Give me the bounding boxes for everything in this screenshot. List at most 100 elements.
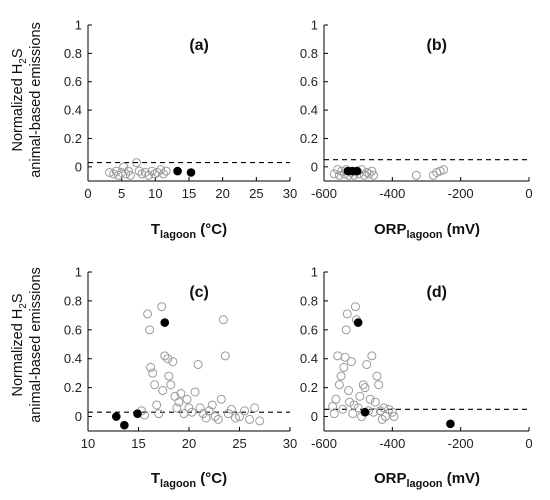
open-point: [218, 315, 228, 325]
open-point: [338, 404, 348, 414]
y-tick-label: 1: [311, 18, 318, 33]
open-point: [123, 166, 133, 176]
x-tick-label: 30: [283, 186, 297, 201]
open-point: [339, 362, 349, 372]
filled-point: [352, 166, 362, 176]
open-point: [411, 170, 421, 180]
open-point: [367, 351, 377, 361]
open-point: [365, 394, 375, 404]
open-point: [336, 371, 346, 381]
open-point: [207, 400, 217, 410]
open-point: [204, 406, 214, 416]
open-point: [346, 357, 356, 367]
y-axis-title-line1: Normalized H2S: [10, 293, 29, 396]
open-point: [255, 416, 265, 426]
open-point: [360, 383, 370, 393]
open-point: [334, 170, 344, 180]
panel-letter: (b): [427, 37, 447, 54]
y-tick-label: 1: [75, 265, 82, 280]
y-tick-label: 0.8: [64, 46, 82, 61]
y-axis-label-top: Normalized H2S animal-based emissions: [10, 22, 44, 178]
open-point: [333, 165, 343, 175]
open-point: [150, 380, 160, 390]
y-tick-label: 1: [75, 18, 82, 33]
open-point: [158, 169, 168, 179]
open-point: [358, 380, 368, 390]
open-point: [154, 409, 164, 419]
open-point: [134, 166, 144, 176]
open-point: [125, 170, 135, 180]
filled-point: [186, 168, 196, 177]
x-tick-label: 0: [84, 186, 91, 201]
open-point: [250, 403, 260, 413]
y-tick-label: 0: [75, 409, 82, 424]
open-point: [187, 407, 197, 417]
open-point: [174, 397, 184, 407]
y-axis-title-line1: Normalized H2S: [10, 48, 29, 151]
open-point: [145, 325, 155, 335]
y-tick-label: 0.2: [300, 131, 318, 146]
open-point: [161, 166, 171, 176]
x-tick-label: 5: [118, 186, 125, 201]
x-tick-label: 25: [249, 186, 263, 201]
open-point: [140, 167, 150, 177]
filled-point: [360, 407, 370, 417]
open-point: [176, 388, 186, 398]
open-point: [131, 158, 141, 168]
open-point: [374, 380, 384, 390]
open-point: [341, 325, 351, 335]
x-tick-label: 30: [283, 436, 297, 451]
open-point: [226, 404, 236, 414]
open-point: [350, 302, 360, 312]
open-point: [193, 360, 203, 370]
x-tick-label: -200: [448, 186, 474, 201]
x-axis-title-d: ORPlagoon (mV): [374, 470, 480, 490]
filled-point: [133, 409, 142, 418]
y-tick-label: 0.2: [64, 131, 82, 146]
x-tick-label: 15: [131, 436, 145, 451]
panel-a: 00.20.40.60.810 5 10 15 20 25 30(a): [64, 18, 297, 202]
open-point: [121, 169, 131, 179]
filled-point: [353, 318, 363, 327]
y-tick-label: 0.4: [64, 351, 82, 366]
x-tick-label: 0: [525, 186, 532, 201]
open-point: [230, 413, 240, 423]
open-point: [148, 368, 158, 378]
y-tick-label: 0.8: [64, 293, 82, 308]
x-tick-label: 20: [215, 186, 229, 201]
open-point: [353, 403, 363, 413]
open-point: [370, 397, 380, 407]
y-axis-title-line2: animal-based emissions: [28, 22, 44, 178]
open-point: [359, 170, 369, 180]
open-point: [190, 387, 200, 397]
open-point: [152, 167, 162, 177]
open-point: [172, 403, 182, 413]
open-point: [166, 380, 176, 390]
y-tick-label: 0.8: [300, 46, 318, 61]
open-point: [105, 167, 115, 177]
open-point: [213, 414, 223, 424]
open-point: [216, 394, 226, 404]
x-tick-label: 10: [148, 186, 162, 201]
y-tick-label: 0.8: [300, 293, 318, 308]
y-tick-label: 0.4: [300, 351, 318, 366]
panel-d: 0 0.2 0.4 0.6 0.8 1 -600 -400 -200 0 (d): [300, 265, 533, 452]
open-point: [381, 412, 390, 422]
x-tick-label: -600: [311, 186, 337, 201]
open-point: [334, 380, 344, 390]
panel-letter: (c): [189, 284, 209, 301]
open-point: [387, 407, 397, 417]
open-point: [348, 409, 358, 419]
x-tick-label: 15: [182, 186, 196, 201]
open-point: [364, 169, 374, 179]
open-point: [235, 412, 244, 422]
open-point: [163, 354, 173, 364]
open-point: [342, 309, 352, 319]
filled-point: [446, 419, 455, 429]
open-point: [157, 302, 167, 312]
y-tick-label: 0.6: [300, 74, 318, 89]
x-tick-label: 0: [525, 436, 532, 451]
open-point: [147, 166, 157, 176]
open-point: [333, 351, 343, 361]
y-tick-label: 0.6: [64, 74, 82, 89]
